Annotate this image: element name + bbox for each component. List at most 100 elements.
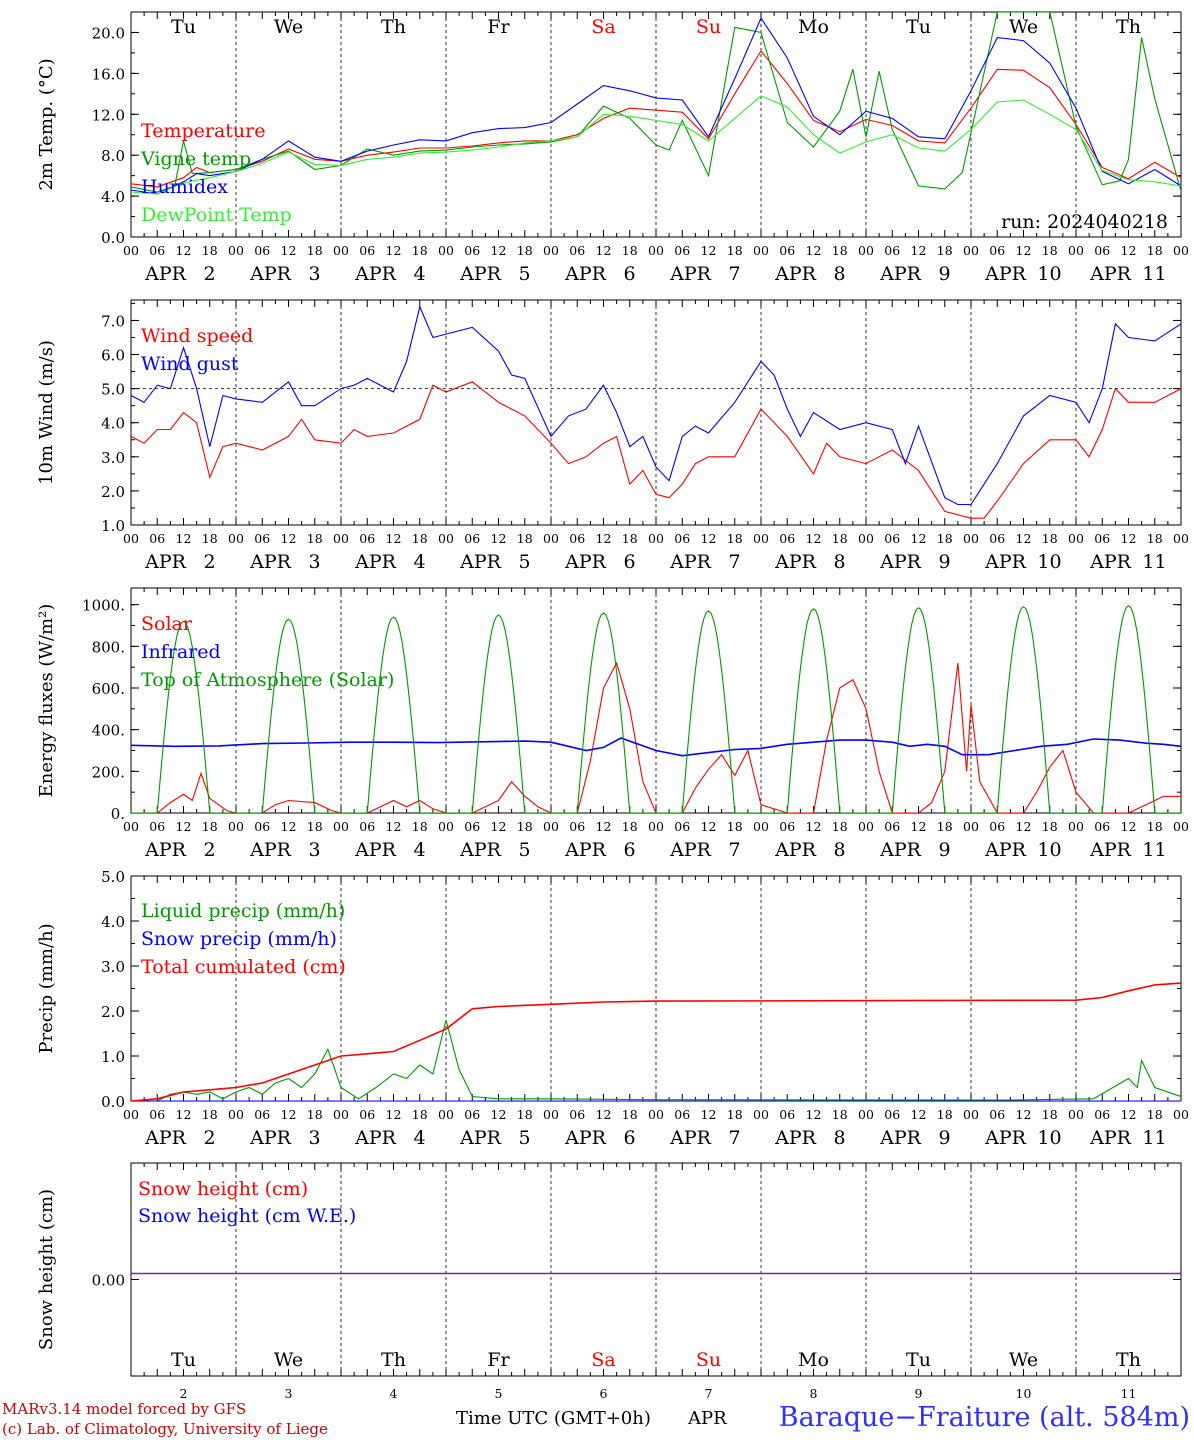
date-day-label: 3	[308, 1127, 320, 1149]
hour-tick-label: 00	[1173, 1107, 1189, 1122]
hour-tick-label: 00	[963, 531, 979, 546]
date-month-label: APR	[144, 551, 187, 573]
date-day-label: 6	[623, 551, 635, 573]
hour-tick-label: 00	[543, 1107, 559, 1122]
date-day-label: 8	[833, 1127, 845, 1149]
hour-tick-label: 18	[412, 819, 428, 834]
hour-tick-label: 06	[254, 1107, 270, 1122]
date-day-label: 7	[728, 1127, 740, 1149]
plot-frame	[130, 587, 1182, 814]
date-day-label: 5	[518, 1127, 530, 1149]
hour-tick-label: 18	[622, 819, 638, 834]
hour-tick-label: 18	[1042, 1107, 1058, 1122]
series-line	[131, 305, 1181, 506]
hour-tick-label: 12	[911, 819, 927, 834]
hour-tick-label: 18	[202, 531, 218, 546]
hour-tick-label: 12	[281, 1107, 297, 1122]
date-day-label: 6	[623, 263, 635, 285]
hour-tick-label: 18	[727, 243, 743, 258]
hour-tick-label: 00	[1173, 531, 1189, 546]
series-group	[131, 305, 1181, 519]
hour-tick-label: 00	[753, 1107, 769, 1122]
bottom-date-label: 8	[810, 1386, 818, 1401]
hour-tick-label: 12	[806, 819, 822, 834]
hour-tick-label: 06	[989, 819, 1005, 834]
date-month-label: APR	[459, 551, 502, 573]
weekday-label: We	[274, 1349, 303, 1371]
legend-entry: Wind gust	[141, 353, 239, 375]
hour-tick-label: 06	[569, 531, 585, 546]
hour-tick-label: 18	[307, 531, 323, 546]
weekday-label: Sa	[591, 1349, 615, 1371]
hour-tick-label: 18	[727, 531, 743, 546]
y-tick-label: 800.	[92, 638, 125, 656]
weekday-label: We	[1009, 1349, 1038, 1371]
hour-tick-label: 18	[832, 531, 848, 546]
date-month-label: APR	[669, 839, 712, 861]
hour-tick-label: 18	[622, 243, 638, 258]
hour-tick-label: 12	[596, 1107, 612, 1122]
date-month-label: APR	[774, 839, 817, 861]
hour-tick-label: 00	[963, 1107, 979, 1122]
date-day-label: 9	[938, 839, 950, 861]
date-day-label: 11	[1142, 263, 1166, 285]
hour-tick-label: 00	[438, 1107, 454, 1122]
hour-tick-label: 06	[464, 819, 480, 834]
hour-tick-label: 12	[701, 1107, 717, 1122]
y-axis-label: Energy fluxes (W/m²)	[36, 604, 57, 798]
hour-tick-label: 12	[176, 1107, 192, 1122]
y-tick-label: 1.0	[101, 517, 125, 535]
hour-tick-label: 18	[517, 819, 533, 834]
legend-entry: Total cumulated (cm)	[141, 956, 346, 978]
date-month-label: APR	[774, 1127, 817, 1149]
hour-tick-label: 06	[989, 243, 1005, 258]
date-month-label: APR	[249, 551, 292, 573]
hour-tick-label: 18	[1147, 819, 1163, 834]
hour-tick-label: 18	[1147, 531, 1163, 546]
hour-tick-label: 00	[438, 531, 454, 546]
date-month-label: APR	[144, 263, 187, 285]
hour-tick-label: 12	[1121, 243, 1137, 258]
hour-tick-label: 06	[359, 819, 375, 834]
y-tick-label: 4.0	[101, 415, 125, 433]
hour-tick-label: 06	[1094, 531, 1110, 546]
hour-tick-label: 12	[491, 819, 507, 834]
y-axis-label: 10m Wind (m/s)	[36, 340, 57, 485]
hour-tick-label: 18	[202, 819, 218, 834]
date-day-label: 7	[728, 839, 740, 861]
y-axis-label: 2m Temp. (°C)	[36, 58, 57, 190]
date-month-label: APR	[354, 839, 397, 861]
series-line	[131, 95, 1181, 195]
hour-tick-label: 00	[858, 243, 874, 258]
hour-tick-label: 12	[1016, 243, 1032, 258]
series-group	[131, 604, 1181, 813]
hour-tick-label: 12	[176, 243, 192, 258]
hour-tick-label: 18	[1147, 243, 1163, 258]
bottom-date-label: 11	[1121, 1386, 1137, 1401]
y-tick-label: 16.0	[92, 65, 125, 83]
hour-tick-label: 12	[386, 243, 402, 258]
weekday-label: Tu	[171, 1349, 196, 1371]
hour-tick-label: 18	[937, 531, 953, 546]
hour-tick-label: 12	[911, 1107, 927, 1122]
hour-tick-label: 12	[1016, 531, 1032, 546]
date-month-label: APR	[1089, 551, 1132, 573]
legend-entry: Liquid precip (mm/h)	[141, 900, 345, 922]
date-day-label: 4	[413, 551, 425, 573]
legend-entry: Solar	[141, 613, 193, 635]
hour-tick-label: 06	[989, 531, 1005, 546]
hour-tick-label: 00	[1068, 1107, 1084, 1122]
hour-tick-label: 18	[832, 243, 848, 258]
y-tick-label: 0.0	[101, 229, 125, 247]
series-line	[131, 16, 1181, 195]
hour-tick-label: 00	[228, 531, 244, 546]
run-label: run: 2024040218	[1001, 211, 1168, 233]
date-month-label: APR	[144, 839, 187, 861]
hour-tick-label: 00	[543, 819, 559, 834]
hour-tick-label: 00	[123, 243, 139, 258]
legend-entry: Humidex	[141, 176, 228, 198]
y-tick-label: 20.0	[92, 24, 125, 42]
hour-tick-label: 00	[123, 1107, 139, 1122]
date-day-label: 7	[728, 263, 740, 285]
date-month-label: APR	[249, 263, 292, 285]
